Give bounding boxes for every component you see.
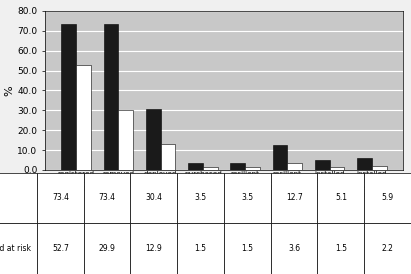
Bar [315,160,330,170]
Bar [104,24,118,170]
Bar [357,158,372,170]
Bar [118,110,133,170]
Y-axis label: %: % [5,85,15,96]
Bar [287,163,302,170]
Bar [76,65,91,170]
Bar [272,145,287,170]
Bar [161,144,175,170]
Bar [62,24,76,170]
Bar [146,110,161,170]
Bar [372,165,386,170]
Bar [245,167,260,170]
Bar [188,163,203,170]
Bar [230,163,245,170]
Bar [330,167,344,170]
Bar [203,167,218,170]
